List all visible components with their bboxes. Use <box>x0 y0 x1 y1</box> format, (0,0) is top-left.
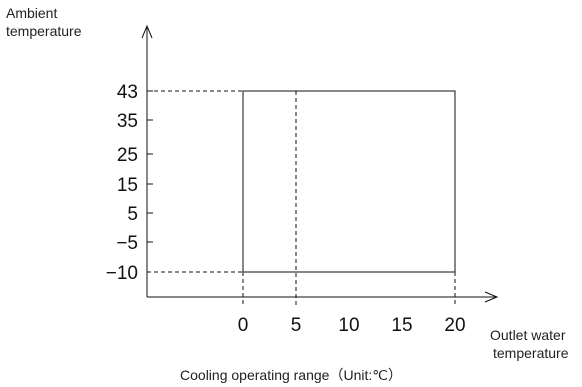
y-tick-label: 25 <box>117 145 138 166</box>
x-tick-label: 0 <box>238 315 249 336</box>
operating-region <box>242 90 456 273</box>
chart-caption: Cooling operating range（Unit:℃） <box>180 367 402 383</box>
x-axis-label-line-1: Outlet water <box>490 327 566 343</box>
y-tick-label: 5 <box>127 204 138 225</box>
y-tick-label: −10 <box>106 263 138 284</box>
x-tick-label: 20 <box>444 315 465 336</box>
y-axis-label: Ambient temperature <box>6 4 81 40</box>
y-axis-tick-marks <box>147 90 153 243</box>
y-axis-label-line-1: Ambient <box>6 5 58 21</box>
x-axis-label: Outlet water temperature <box>490 326 568 362</box>
y-tick-label: −5 <box>116 233 138 254</box>
y-tick-label: 15 <box>117 175 138 196</box>
y-tick-labels: 43 35 25 15 5 −5 −10 <box>106 82 138 284</box>
x-axis-arrow <box>484 291 499 303</box>
y-tick-label: 43 <box>117 82 138 103</box>
x-tick-label: 10 <box>338 315 359 336</box>
x-tick-label: 15 <box>391 315 412 336</box>
x-axis-label-line-2: temperature <box>493 345 569 361</box>
y-axis-label-line-2: temperature <box>6 23 82 39</box>
x-tick-label: 5 <box>291 315 302 336</box>
y-axis-arrow <box>141 24 153 39</box>
y-tick-label: 35 <box>117 111 138 132</box>
x-tick-labels: 0 5 10 15 20 <box>238 315 466 336</box>
